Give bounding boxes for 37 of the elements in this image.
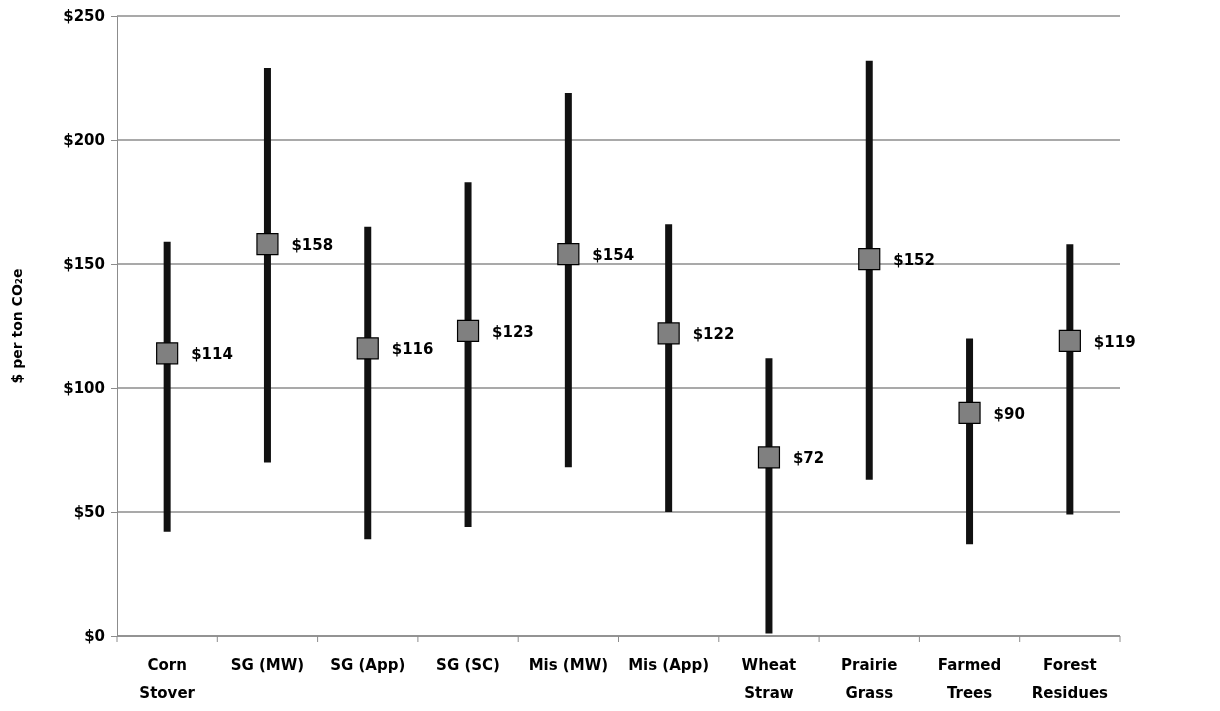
point (958, 401, 981, 424)
point (156, 342, 179, 365)
data-label: $122 (692, 325, 735, 344)
y-tick-label: $200 (63, 131, 105, 150)
data-label: $90 (993, 404, 1025, 423)
data-label: $158 (291, 236, 334, 255)
point (858, 247, 881, 271)
point (356, 337, 379, 360)
x-tick-label: Corn Stover (139, 656, 196, 702)
x-tick-label: Forest Residues (1031, 656, 1109, 702)
data-label: $72 (792, 449, 825, 468)
x-tick-label: SG (App) (330, 656, 406, 674)
data-label: $152 (893, 251, 935, 270)
y-tick-label: $150 (63, 255, 105, 274)
x-tick-label: Wheat Straw (741, 656, 797, 702)
data-label: $154 (592, 246, 635, 265)
data-label: $119 (1093, 332, 1136, 351)
x-tick-label: SG (SC) (436, 656, 500, 674)
point (256, 233, 279, 256)
x-tick-label: Prairie Grass (841, 656, 898, 702)
x-tick-label: SG (MW) (230, 656, 305, 674)
point (557, 242, 580, 266)
x-tick-label: Farmed Trees (937, 656, 1002, 702)
x-tick-label: Mis (MW) (528, 656, 609, 674)
y-tick-label: $250 (63, 7, 105, 26)
point (1058, 329, 1081, 352)
point (657, 322, 680, 345)
y-tick-label: $0 (84, 627, 105, 646)
point (757, 446, 781, 469)
y-tick-label: $50 (73, 503, 105, 522)
y-tick-label: $100 (63, 379, 105, 398)
data-label: $123 (492, 322, 534, 341)
data-label: $116 (391, 340, 434, 359)
y-axis-title: $ per ton CO₂e (9, 268, 25, 384)
x-tick-label: Mis (App) (628, 656, 710, 674)
point (456, 319, 480, 343)
data-label: $114 (191, 345, 233, 364)
